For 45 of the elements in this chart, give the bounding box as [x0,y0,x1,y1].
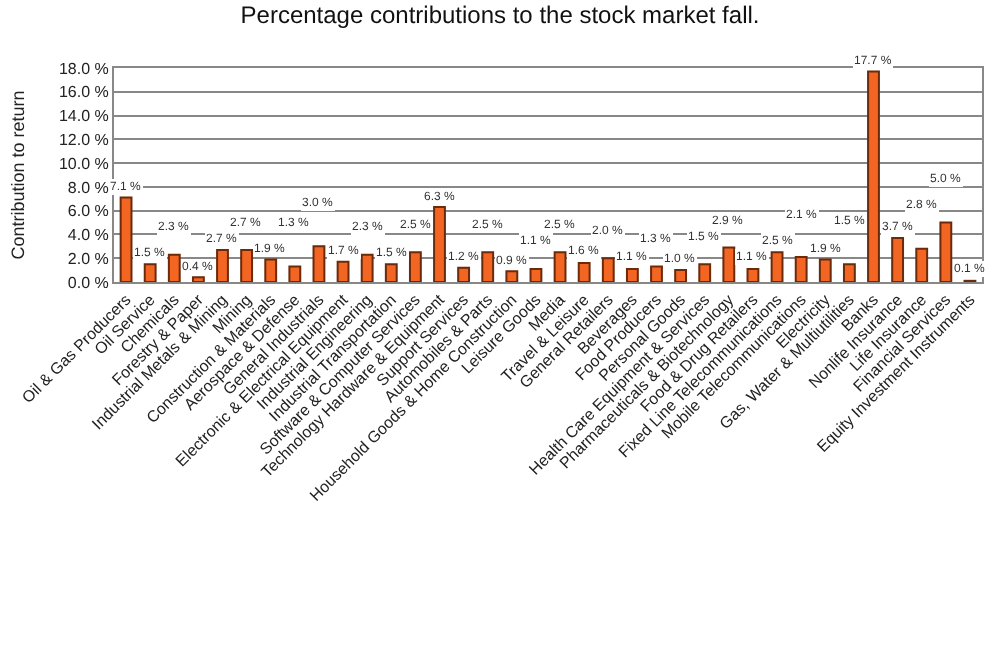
bar [601,257,615,282]
y-tick-label: 10.0 % [58,154,109,173]
y-tick-label: 0.0 % [67,273,109,292]
bar [818,258,832,282]
bar [288,265,302,282]
bar [939,221,953,282]
y-axis-title: Contribution to return [7,90,28,260]
bar [577,261,591,282]
y-tick-label: 8.0 % [67,178,109,197]
bar [867,70,880,282]
y-tick-label: 14.0 % [58,107,109,126]
y-tick-label: 2.0 % [67,249,109,268]
bar [264,258,278,282]
bar [119,196,133,282]
bar [167,253,181,282]
bar [240,248,254,282]
bar [457,266,471,282]
bar [408,251,422,282]
y-tick-label: 12.0 % [58,130,109,149]
bar [915,247,929,282]
bar [770,251,784,282]
bar [433,206,446,282]
bar [891,237,905,282]
bar [625,267,639,282]
y-tick-label: 16.0 % [58,83,109,102]
bar [650,265,663,282]
bar [698,263,712,282]
bar [842,263,856,282]
y-tick-label: 18.0 % [58,59,109,78]
bar [746,267,760,282]
bar [481,251,495,282]
bar [794,256,808,282]
bar [505,270,519,282]
bar [553,251,567,282]
bar [674,269,688,282]
bar [360,253,374,282]
bar [722,246,736,282]
y-tick-label: 6.0 % [67,202,109,221]
chart-title: Percentage contributions to the stock market fall. [240,1,760,30]
bar [312,245,326,282]
bar [143,263,157,282]
y-tick-label: 4.0 % [67,226,109,245]
bar [216,248,229,282]
bar [529,267,543,282]
bar [191,276,205,282]
